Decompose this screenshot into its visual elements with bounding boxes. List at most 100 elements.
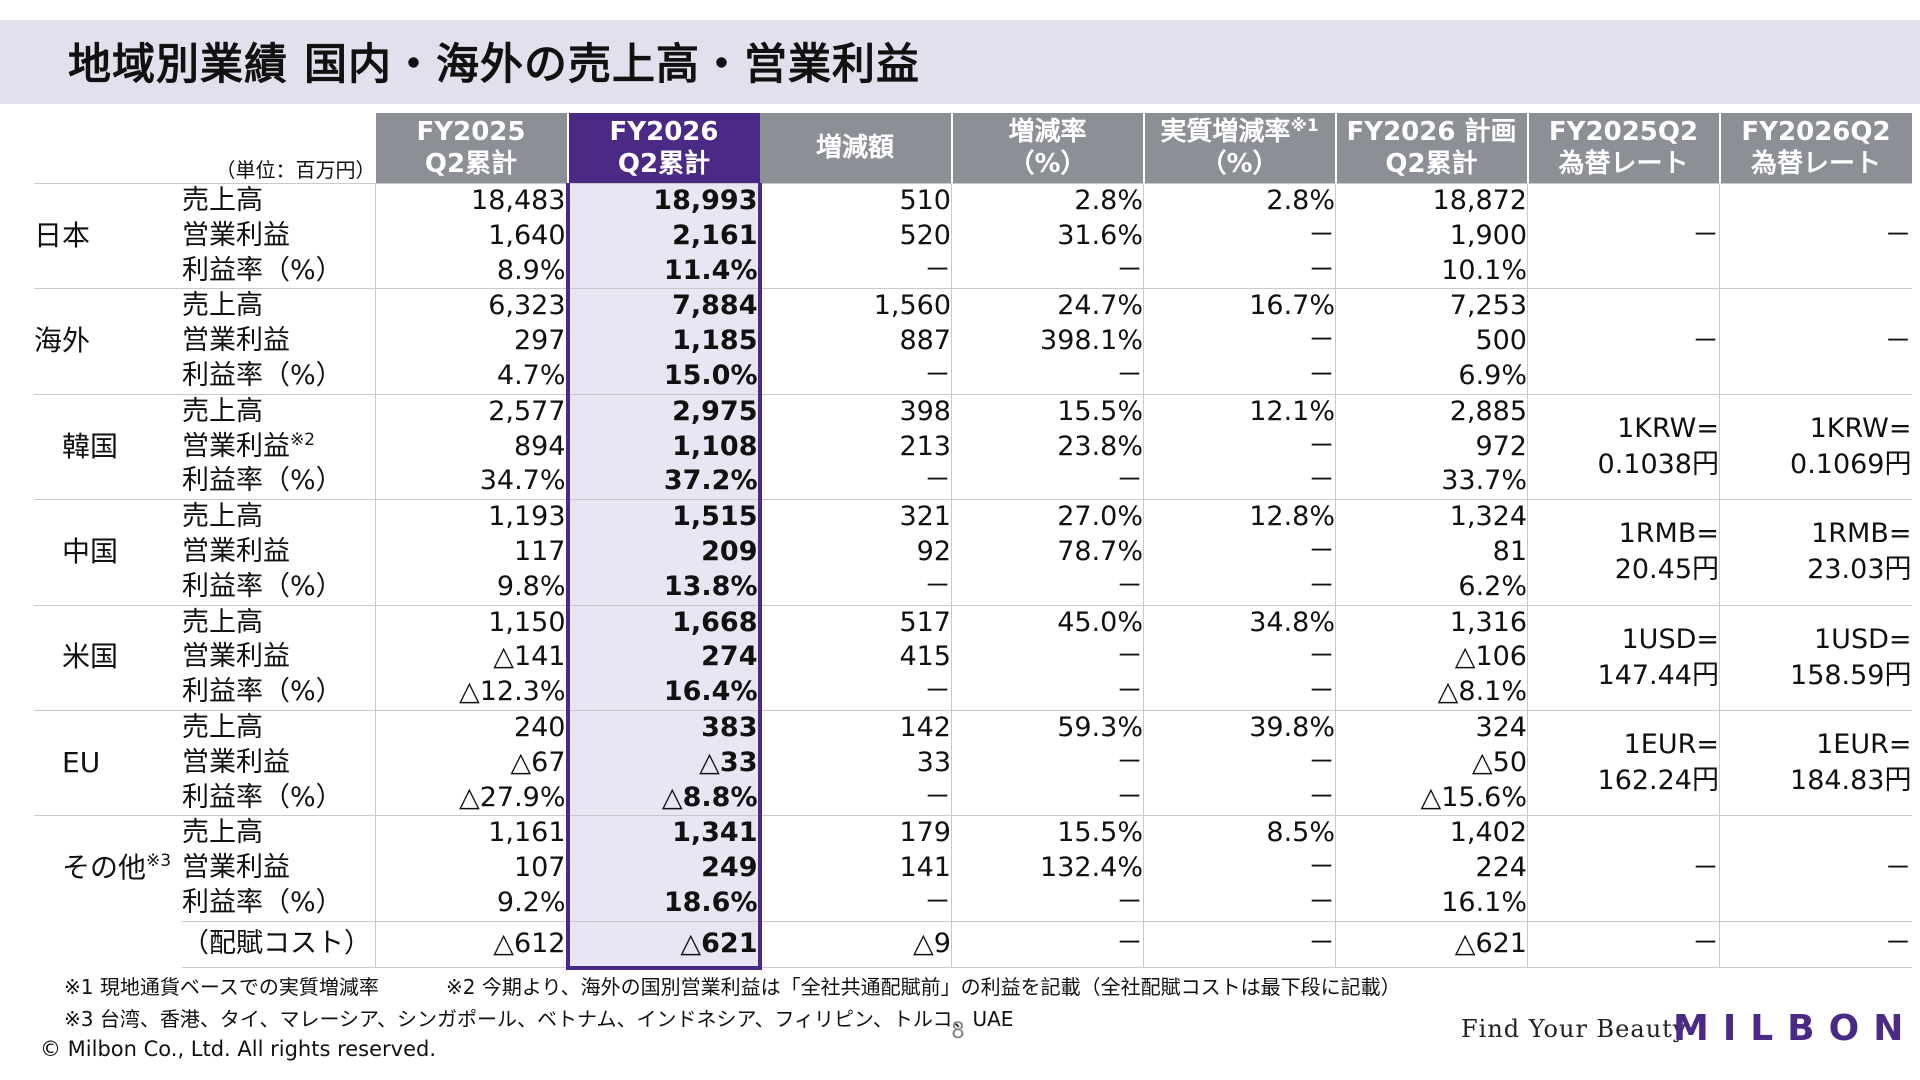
table-row: 営業利益 297 1,185 887 398.1% － 500 — [34, 324, 1912, 359]
table-cell: 972 — [1335, 429, 1528, 465]
header-fy2025-fx: FY2025Q2 為替レート — [1527, 113, 1721, 184]
operating-profit-label: 営業利益 — [182, 640, 376, 676]
table-cell: － — [759, 885, 952, 922]
table-cell: △15.6% — [1335, 780, 1528, 817]
header-change-amount: 増減額 — [759, 113, 953, 184]
fx-rate-cell: － — [1527, 288, 1720, 395]
header-change-rate: 増減率 （%） — [951, 113, 1145, 184]
table-cell: 1,402 — [1335, 815, 1528, 852]
table-cell: － — [951, 358, 1144, 395]
table-cell: △8.8% — [565, 780, 762, 817]
table-cell: 213 — [759, 429, 952, 465]
operating-profit-label: 営業利益 — [182, 324, 376, 359]
table-cell: △67 — [375, 745, 568, 781]
header-fy2026-q2: FY2026 Q2累計 — [567, 113, 760, 184]
table-cell: 12.1% — [1143, 393, 1336, 430]
table-cell: △50 — [1335, 745, 1528, 781]
table-cell: － — [951, 885, 1144, 922]
table-cell: △621 — [1335, 920, 1528, 969]
table-cell: 2,577 — [375, 393, 568, 430]
region-label: 米国 — [34, 604, 182, 711]
table-cell: 39.8% — [1143, 709, 1336, 746]
table-cell: 321 — [759, 499, 952, 535]
table-cell: 2.8% — [1143, 182, 1336, 219]
table-cell: 16.4% — [565, 675, 762, 711]
table-cell: － — [1143, 920, 1336, 969]
regional-performance-table: （単位：百万円） FY2025 Q2累計 FY2026 Q2累計 増減額 増減率 （%… — [34, 113, 1912, 970]
table-cell: 240 — [375, 709, 568, 746]
fx-rate-cell: 1EUR= 162.24円 — [1527, 709, 1720, 816]
operating-profit-label: 営業利益 — [182, 534, 376, 570]
copyright: © Milbon Co., Ltd. All rights reserved. — [40, 1037, 437, 1061]
table-row: 韓国 売上高 2,577 2,975 398 15.5% 12.1% 2,885 1KRW= 0.… — [34, 393, 1912, 500]
region-label: その他※3 — [34, 815, 182, 922]
fx-rate-cell: － — [1719, 288, 1912, 395]
table-cell: 59.3% — [951, 709, 1144, 746]
table-cell: － — [1143, 358, 1336, 395]
header-fy2025-q2: FY2025 Q2累計 — [375, 113, 569, 184]
unit-label: （単位：百万円） — [215, 158, 376, 182]
table-cell: 2,161 — [565, 218, 762, 254]
table-cell: 297 — [375, 324, 568, 359]
table-cell: － — [951, 569, 1144, 606]
table-cell: － — [759, 253, 952, 290]
table-cell: 520 — [759, 218, 952, 254]
table-cell: － — [759, 464, 952, 501]
table-cell: 78.7% — [951, 534, 1144, 570]
table-cell: － — [759, 780, 952, 817]
brand-logo: MILBON — [1673, 1008, 1918, 1049]
table-cell: 510 — [759, 182, 952, 219]
table-cell: 15.5% — [951, 815, 1144, 852]
header-real-change-rate: 実質増減率※1 （%） — [1143, 113, 1337, 184]
table-cell: 117 — [375, 534, 568, 570]
table-cell: 1,108 — [565, 429, 762, 465]
table-cell: 274 — [565, 640, 762, 676]
title-band — [0, 20, 1920, 104]
footnote-2: ※2 今期より、海外の国別営業利益は「全社共通配賦前」の利益を記載（全社配賦コス… — [446, 975, 1401, 999]
table-cell: 34.8% — [1143, 604, 1336, 641]
table-cell: 92 — [759, 534, 952, 570]
table-cell: 13.8% — [565, 569, 762, 606]
table-row: 営業利益 △67 △33 33 －－ △50 — [34, 745, 1912, 781]
region-label: 日本 — [34, 182, 182, 289]
table-cell: － — [1143, 675, 1336, 711]
table-cell: 8.9% — [375, 253, 568, 290]
table-cell: 1,150 — [375, 604, 568, 641]
table-cell: 7,253 — [1335, 288, 1528, 325]
table-cell: 6,323 — [375, 288, 568, 325]
table-cell: 142 — [759, 709, 952, 746]
table-cell: － — [951, 780, 1144, 817]
allocated-cost-label: （配賦コスト） — [182, 920, 376, 969]
margin-label: 利益率（%） — [182, 569, 376, 606]
margin-label: 利益率（%） — [182, 885, 376, 922]
operating-profit-label: 営業利益 — [182, 745, 376, 781]
table-cell: － — [759, 675, 952, 711]
sales-label: 売上高 — [182, 393, 376, 430]
table-cell: 398 — [759, 393, 952, 430]
page-title: 地域別業績 国内・海外の売上高・営業利益 — [68, 40, 920, 90]
table-cell: 107 — [375, 851, 568, 886]
fx-rate-cell: 1USD= 158.59円 — [1719, 604, 1912, 711]
table-cell: － — [951, 920, 1144, 969]
table-row: 米国 売上高 1,150 1,668 517 45.0% 34.8% 1,316 1USD= 14… — [34, 604, 1912, 711]
table-cell: 6.9% — [1335, 358, 1528, 395]
fx-rate-cell: 1RMB= 23.03円 — [1719, 499, 1912, 606]
table-cell: 500 — [1335, 324, 1528, 359]
table-cell: － — [1527, 920, 1720, 969]
table-cell: 45.0% — [951, 604, 1144, 641]
table-cell: 894 — [375, 429, 568, 465]
table-cell: 4.7% — [375, 358, 568, 395]
table-cell: 1,161 — [375, 815, 568, 852]
table-row: 営業利益 117 209 92 78.7% － 81 — [34, 534, 1912, 570]
table-cell: 9.8% — [375, 569, 568, 606]
table-cell: － — [1143, 253, 1336, 290]
table-cell: 15.0% — [565, 358, 762, 395]
region-label: EU — [34, 709, 182, 816]
fx-rate-cell: － — [1527, 815, 1720, 922]
operating-profit-label: 営業利益※2 — [182, 429, 376, 465]
operating-profit-label: 営業利益 — [182, 851, 376, 886]
table-cell: 24.7% — [951, 288, 1144, 325]
table-cell: 1,560 — [759, 288, 952, 325]
table-cell: 12.8% — [1143, 499, 1336, 535]
table-cell: 33.7% — [1335, 464, 1528, 501]
